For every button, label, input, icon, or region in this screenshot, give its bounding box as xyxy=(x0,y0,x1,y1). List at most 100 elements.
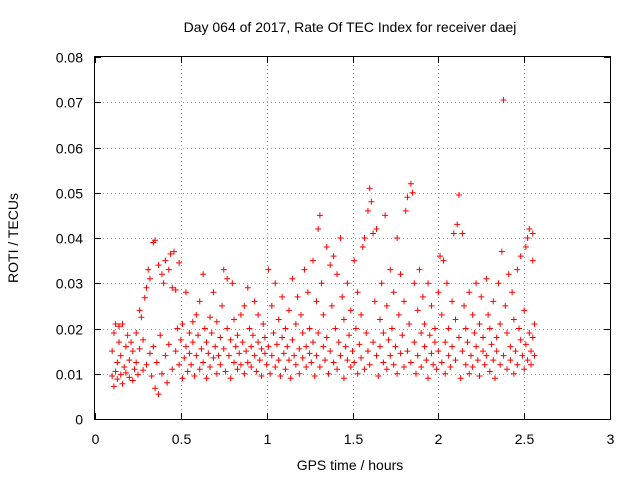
data-point xyxy=(505,271,512,278)
data-point xyxy=(466,370,473,377)
data-point xyxy=(155,391,162,398)
data-point xyxy=(414,307,421,314)
data-point xyxy=(524,357,531,364)
data-point xyxy=(493,348,500,355)
data-point xyxy=(328,302,335,309)
data-point xyxy=(170,248,177,255)
data-point xyxy=(464,339,471,346)
data-point xyxy=(186,350,193,357)
data-point xyxy=(229,280,236,287)
data-point xyxy=(322,357,329,364)
data-point xyxy=(129,377,136,384)
data-point xyxy=(438,311,445,318)
data-point xyxy=(486,325,493,332)
data-point xyxy=(121,363,128,370)
data-point xyxy=(303,363,310,370)
data-point xyxy=(364,207,371,214)
data-point xyxy=(387,266,394,273)
data-point xyxy=(455,334,462,341)
data-point xyxy=(392,343,399,350)
data-point xyxy=(334,366,341,373)
data-point xyxy=(521,307,528,314)
data-point xyxy=(507,343,514,350)
data-point xyxy=(164,379,171,386)
data-point xyxy=(327,262,334,269)
data-point xyxy=(486,368,493,375)
data-point xyxy=(116,339,123,346)
data-point xyxy=(280,350,287,357)
x-tick-label: 1 xyxy=(264,431,272,447)
data-point xyxy=(488,341,495,348)
data-point xyxy=(213,318,220,325)
data-point xyxy=(390,289,397,296)
data-point xyxy=(332,325,339,332)
data-point xyxy=(455,192,462,199)
data-point xyxy=(371,298,378,305)
data-point xyxy=(385,336,392,343)
y-axis-tick-labels: 0 0.01 0.02 0.03 0.04 0.05 0.06 0.07 0.08 xyxy=(56,50,83,428)
data-point xyxy=(526,330,533,337)
x-tick-label: 2.5 xyxy=(515,431,535,447)
y-tick-label: 0.05 xyxy=(56,186,83,202)
data-point xyxy=(110,330,117,337)
data-point xyxy=(244,284,251,291)
data-point xyxy=(425,280,432,287)
data-point xyxy=(306,350,313,357)
data-point xyxy=(528,361,535,368)
data-point xyxy=(368,198,375,205)
data-point xyxy=(485,311,492,318)
data-point xyxy=(380,359,387,366)
data-point xyxy=(500,352,507,359)
data-point xyxy=(310,339,317,346)
data-point xyxy=(176,361,183,368)
data-point xyxy=(270,330,277,337)
grid-lines xyxy=(95,57,610,419)
data-point xyxy=(152,385,159,392)
data-point xyxy=(109,373,116,380)
data-point xyxy=(361,366,368,373)
data-point xyxy=(193,352,200,359)
data-point xyxy=(251,298,258,305)
data-point xyxy=(146,350,153,357)
data-point xyxy=(481,361,488,368)
data-point xyxy=(279,293,286,300)
data-point xyxy=(421,320,428,327)
data-point xyxy=(282,325,289,332)
data-point xyxy=(358,354,365,361)
data-point xyxy=(236,350,243,357)
data-point xyxy=(224,325,231,332)
data-point xyxy=(182,289,189,296)
data-point xyxy=(220,266,227,273)
data-point xyxy=(330,253,337,260)
data-point xyxy=(315,330,322,337)
chart-title: Day 064 of 2017, Rate Of TEC Index for r… xyxy=(184,19,517,35)
data-point xyxy=(158,271,165,278)
data-point xyxy=(157,332,164,339)
data-point xyxy=(413,370,420,377)
data-point xyxy=(430,361,437,368)
data-point xyxy=(327,348,334,355)
data-point xyxy=(528,348,535,355)
data-point xyxy=(340,316,347,323)
data-point xyxy=(423,357,430,364)
data-point xyxy=(509,289,516,296)
data-point xyxy=(217,334,224,341)
data-point xyxy=(529,257,536,264)
y-tick-label: 0.01 xyxy=(56,367,83,383)
data-point xyxy=(273,341,280,348)
data-point xyxy=(419,293,426,300)
data-point xyxy=(272,280,279,287)
data-point xyxy=(248,363,255,370)
data-point xyxy=(409,189,416,196)
data-point xyxy=(148,373,155,380)
data-point xyxy=(249,332,256,339)
data-point xyxy=(208,330,215,337)
data-point xyxy=(145,266,152,273)
data-point xyxy=(383,302,390,309)
data-point xyxy=(435,289,442,296)
data-point xyxy=(289,336,296,343)
data-point xyxy=(493,334,500,341)
data-point xyxy=(344,357,351,364)
y-tick-label: 0.08 xyxy=(56,50,83,66)
data-point xyxy=(205,350,212,357)
